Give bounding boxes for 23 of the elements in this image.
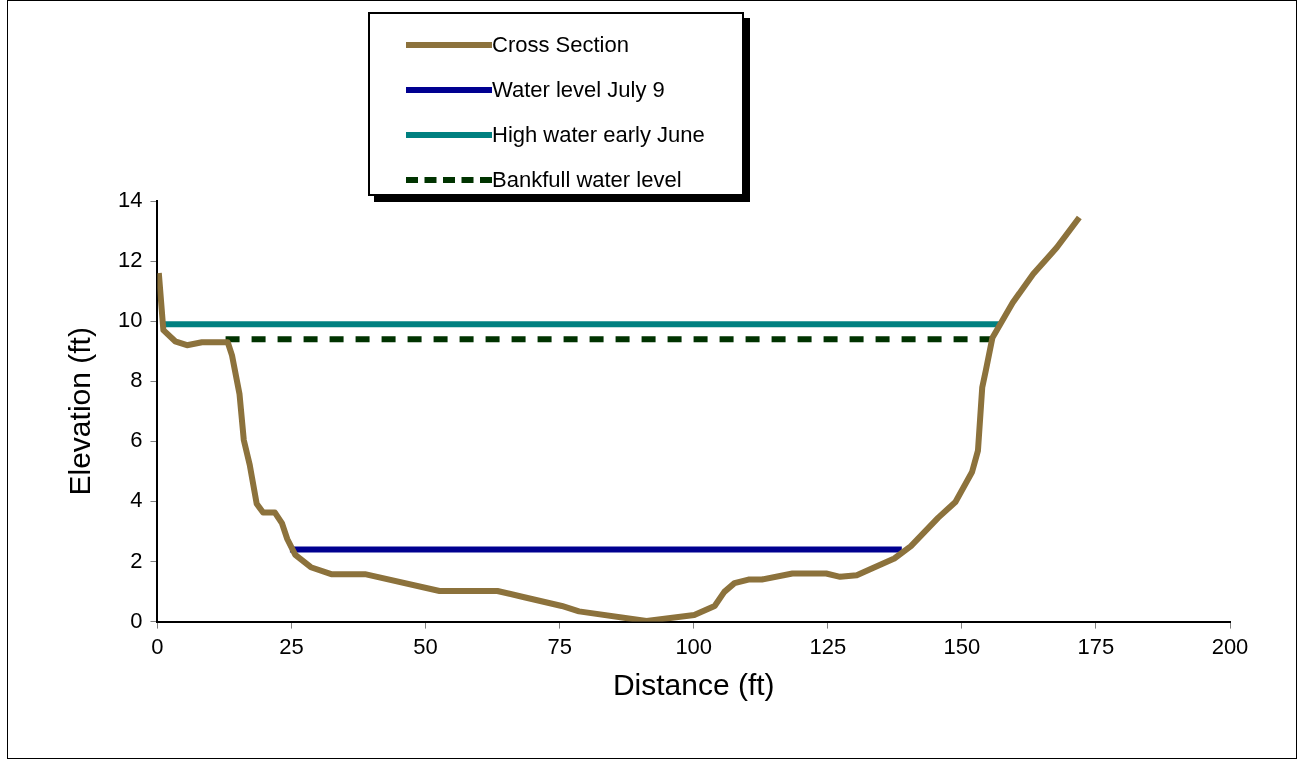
y-tick-label: 10: [117, 307, 143, 333]
x-axis-title: Distance (ft): [612, 668, 775, 702]
y-tick-label: 14: [117, 187, 143, 213]
legend-label: Cross Section: [492, 31, 629, 58]
y-axis-title: Elevation (ft): [63, 327, 97, 496]
y-tick-label: 6: [130, 427, 143, 453]
x-tick-label: 0: [151, 633, 164, 659]
y-tick-label: 12: [117, 247, 143, 273]
x-tick-label: 200: [1211, 633, 1249, 659]
y-tick-label: 0: [130, 607, 143, 633]
y-tick-label: 4: [130, 487, 143, 513]
x-tick-label: 25: [279, 633, 304, 659]
x-tick-label: 125: [809, 633, 847, 659]
y-tick-label: 2: [130, 547, 143, 573]
legend-label: Bankfull water level: [492, 166, 682, 193]
legend-label: High water early June: [492, 121, 705, 148]
x-tick-label: 150: [943, 633, 981, 659]
x-tick-label: 175: [1077, 633, 1115, 659]
x-tick-label: 100: [675, 633, 713, 659]
x-tick-label: 50: [413, 633, 438, 659]
legend-label: Water level July 9: [492, 76, 665, 103]
x-tick-label: 75: [547, 633, 572, 659]
y-tick-label: 8: [130, 367, 143, 393]
